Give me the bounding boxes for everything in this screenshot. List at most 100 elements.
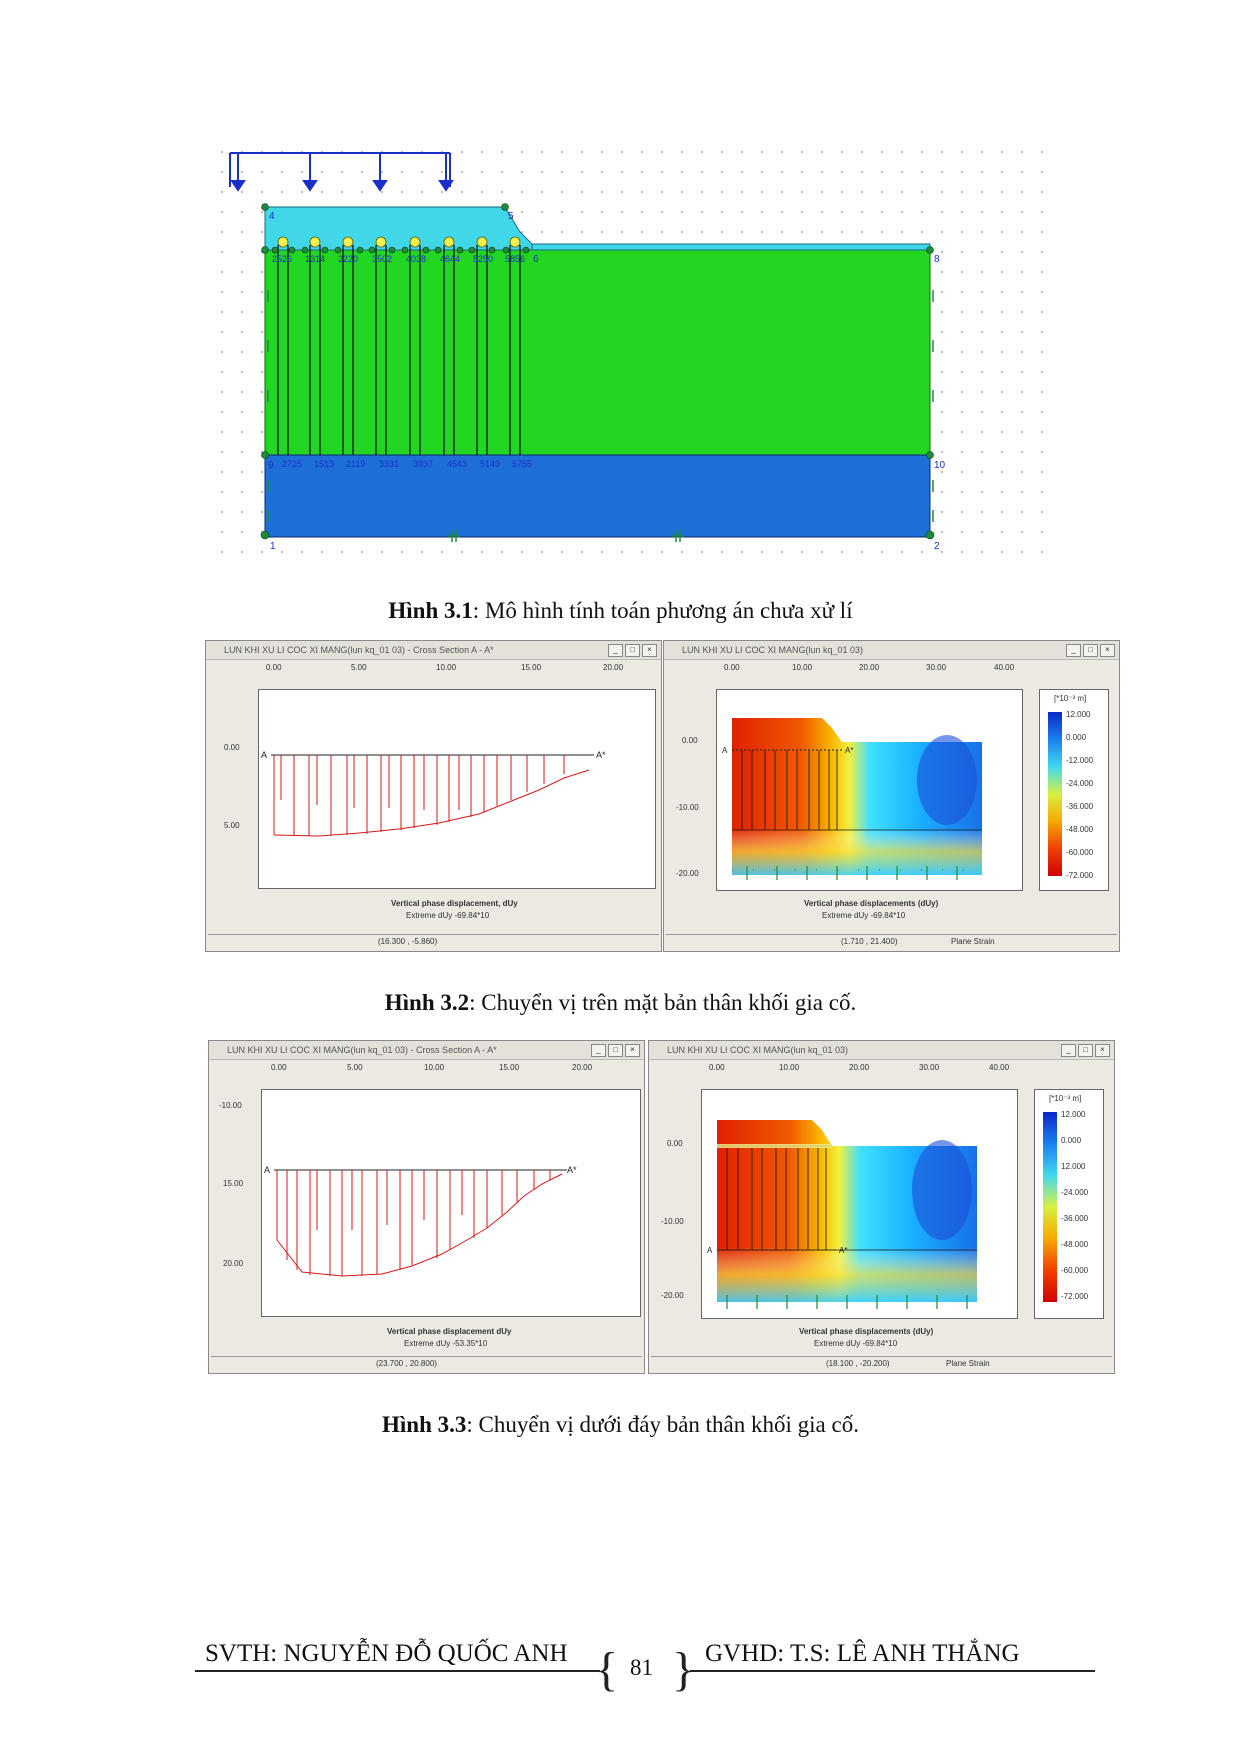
fig2-contour-window[interactable]: LUN KHI XU LI COC XI MANG(lun kq_01 03) … xyxy=(663,640,1120,952)
figure-3-1-caption: Hình 3.1: Mô hình tính toán phương án ch… xyxy=(0,598,1241,624)
legend-colorbar xyxy=(1043,1112,1057,1302)
figure-3-1-model: A A 4 5 6 8 9 10 1 2 2526 1314 2220 3502… xyxy=(220,141,1050,565)
section-end-label: A* xyxy=(596,750,606,760)
maximize-button[interactable]: □ xyxy=(608,1044,623,1057)
x-tick: 0.00 xyxy=(266,663,282,672)
node-label: 9 xyxy=(268,460,274,471)
close-button[interactable]: × xyxy=(642,644,657,657)
bottom-pile-labels: 2725 1513 2119 3331 3937 4543 5149 5755 xyxy=(282,459,532,469)
x-tick: 20.00 xyxy=(603,663,624,672)
piles xyxy=(277,245,521,455)
pile-label: 2725 xyxy=(282,459,302,469)
pile-label: 1513 xyxy=(314,459,334,469)
x-tick: 30.00 xyxy=(926,663,947,672)
pile-label: 1314 xyxy=(305,254,325,264)
fig2-cross-section-window[interactable]: LUN KHI XU LI COC XI MANG(lun kq_01 03) … xyxy=(205,640,662,952)
contour-plot: A A* xyxy=(716,689,1023,891)
status-bar: (1.710 , 21.400) Plane Strain xyxy=(666,934,1117,949)
contour-plot: A A* xyxy=(701,1089,1018,1319)
x-tick: 0.00 xyxy=(709,1063,725,1072)
node-label: 4 xyxy=(269,211,275,222)
window-controls: _ □ × xyxy=(1061,1044,1110,1057)
close-button[interactable]: × xyxy=(625,1044,640,1057)
pile-label: 5755 xyxy=(512,459,532,469)
figure-text: : Mô hình tính toán phương án chưa xử lí xyxy=(472,598,853,623)
legend-value: 0.000 xyxy=(1066,733,1087,742)
cursor-coords: (16.300 , -5.860) xyxy=(378,937,438,946)
node-labels: 4 5 6 8 9 10 1 2 xyxy=(268,211,946,552)
node-label: 5 xyxy=(508,211,514,222)
page-number: 81 xyxy=(630,1655,653,1680)
legend-unit: [*10⁻³ m] xyxy=(1054,694,1087,703)
plot-caption: Vertical phase displacement, dUy xyxy=(391,899,518,908)
page-number-bracket-right: } xyxy=(672,1643,696,1696)
minimize-button[interactable]: _ xyxy=(1061,1044,1076,1057)
section-start-label: A xyxy=(707,1246,713,1255)
figure-label: Hình 3.3 xyxy=(382,1412,467,1437)
pile-label: 3937 xyxy=(413,459,433,469)
legend-value: -36.000 xyxy=(1066,802,1094,811)
fig3-contour-window[interactable]: LUN KHI XU LI COC XI MANG(lun kq_01 03) … xyxy=(648,1040,1115,1374)
pile-label: 3331 xyxy=(379,459,399,469)
window-title: LUN KHI XU LI COC XI MANG(lun kq_01 03) xyxy=(664,641,1119,660)
window-controls: _ □ × xyxy=(591,1044,640,1057)
maximize-button[interactable]: □ xyxy=(1078,1044,1093,1057)
legend-value: -72.000 xyxy=(1066,871,1094,880)
figure-label: Hình 3.2 xyxy=(384,990,470,1015)
legend-value: -60.000 xyxy=(1066,848,1094,857)
fig3-cross-section-window[interactable]: LUN KHI XU LI COC XI MANG(lun kq_01 03) … xyxy=(208,1040,645,1374)
cursor-coords: (1.710 , 21.400) xyxy=(841,937,898,946)
y-tick: 0.00 xyxy=(682,736,698,745)
footer-rule-left xyxy=(195,1670,600,1672)
pile-label: 5856 xyxy=(505,254,525,264)
figure-text: : Chuyển vị dưới đáy bản thân khối gia c… xyxy=(466,1412,859,1437)
close-button[interactable]: × xyxy=(1100,644,1115,657)
contour-map: A A* xyxy=(722,718,982,880)
status-bar: (23.700 , 20.800) xyxy=(211,1356,642,1371)
x-tick: 20.00 xyxy=(849,1063,870,1072)
y-tick: 20.00 xyxy=(223,1259,244,1268)
legend-value: 12.000 xyxy=(1061,1162,1086,1171)
legend-value: -60.000 xyxy=(1061,1266,1089,1275)
legend-box: [*10⁻³ m] 12.000 0.000 -12.000 -24.000 -… xyxy=(1039,689,1109,891)
page-number-bracket-left: { xyxy=(595,1643,619,1696)
minimize-button[interactable]: _ xyxy=(608,644,623,657)
window-title: LUN KHI XU LI COC XI MANG(lun kq_01 03) xyxy=(649,1041,1114,1060)
lower-soil-layer xyxy=(264,454,931,538)
x-tick: 10.00 xyxy=(424,1063,445,1072)
analysis-mode: Plane Strain xyxy=(946,1359,990,1368)
pile-label: 2119 xyxy=(346,459,365,469)
legend-unit: [*10⁻³ m] xyxy=(1049,1094,1082,1103)
pile-label: 5149 xyxy=(480,459,500,469)
legend-value: -48.000 xyxy=(1066,825,1094,834)
x-tick: 30.00 xyxy=(919,1063,940,1072)
window-title: LUN KHI XU LI COC XI MANG(lun kq_01 03) … xyxy=(209,1041,644,1060)
legend-value: -24.000 xyxy=(1066,779,1094,788)
x-tick: 20.00 xyxy=(572,1063,593,1072)
window-controls: _ □ × xyxy=(1066,644,1115,657)
analysis-mode: Plane Strain xyxy=(951,937,995,946)
footer-rule-right xyxy=(690,1670,1095,1672)
maximize-button[interactable]: □ xyxy=(1083,644,1098,657)
cursor-coords: (23.700 , 20.800) xyxy=(376,1359,437,1368)
maximize-button[interactable]: □ xyxy=(625,644,640,657)
minimize-button[interactable]: _ xyxy=(591,1044,606,1057)
legend-value: 12.000 xyxy=(1066,710,1091,719)
pile-label: 5250 xyxy=(473,254,493,264)
legend-value: 0.000 xyxy=(1061,1136,1082,1145)
x-tick: 10.00 xyxy=(792,663,813,672)
extreme-value: Extreme dUy -69.84*10 xyxy=(406,911,490,920)
close-button[interactable]: × xyxy=(1095,1044,1110,1057)
node-label: 8 xyxy=(934,254,940,265)
plot-caption: Vertical phase displacements (dUy) xyxy=(804,899,939,908)
legend-value: -24.000 xyxy=(1061,1188,1089,1197)
minimize-button[interactable]: _ xyxy=(1066,644,1081,657)
window-title: LUN KHI XU LI COC XI MANG(lun kq_01 03) … xyxy=(206,641,661,660)
figure-label: Hình 3.1 xyxy=(388,598,473,623)
section-end-label: A* xyxy=(567,1165,577,1175)
y-tick: -20.00 xyxy=(676,869,699,878)
legend-value: -48.000 xyxy=(1061,1240,1089,1249)
upper-soil-layer xyxy=(264,249,931,456)
ground-strip xyxy=(499,243,931,251)
pile-label: 4543 xyxy=(447,459,467,469)
